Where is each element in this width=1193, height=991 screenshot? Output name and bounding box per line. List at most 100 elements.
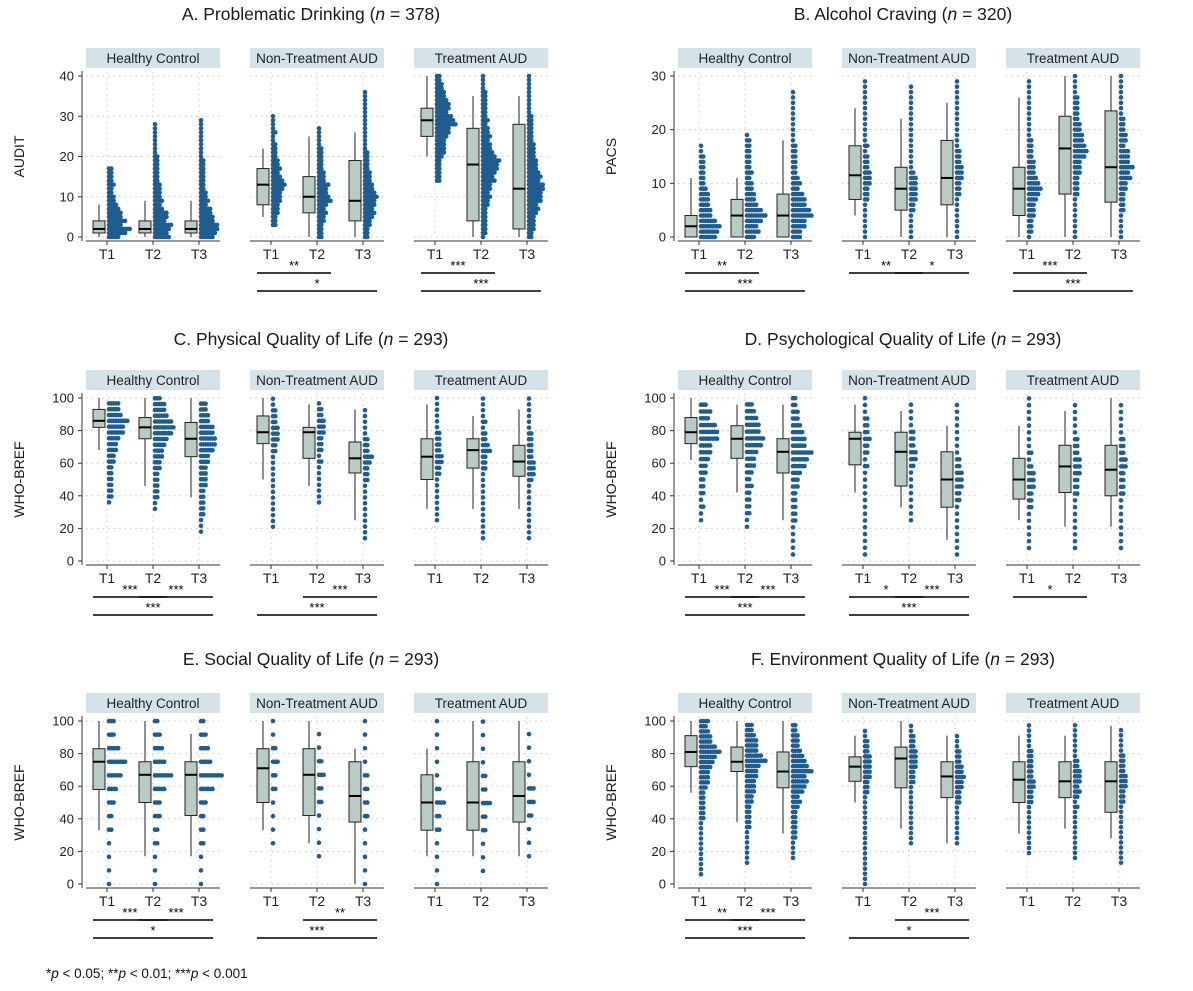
data-point [1026,423,1032,428]
data-point [485,126,490,131]
data-point [270,800,276,805]
y-tick-label: 0 [67,554,74,569]
data-point [751,463,757,468]
data-point [152,854,158,860]
data-point [437,158,442,163]
data-point [483,466,488,471]
data-point [707,734,713,739]
chart-title: A. Problematic Drinking (n = 378) [182,4,440,24]
data-point [325,182,331,187]
significance-label: * [314,276,319,291]
data-point [795,416,800,421]
data-point [1072,830,1078,835]
data-point [275,425,280,431]
data-point [201,158,206,163]
data-point [862,138,868,143]
footnote-text-3: < 0.001 [198,966,248,981]
data-point [862,728,868,734]
data-point [1072,416,1078,422]
data-point [747,510,752,516]
data-point [1031,213,1036,218]
data-point [210,447,215,453]
data-point [437,827,442,832]
data-point [1026,733,1032,738]
data-point [954,429,960,435]
data-point [1121,436,1126,442]
data-point [437,442,442,447]
data-point [701,164,706,170]
data-point [959,769,964,775]
data-point [531,786,536,791]
data-point [203,482,208,488]
data-point [1072,207,1078,213]
data-point [152,506,158,512]
data-point [157,459,162,465]
data-point [531,142,536,147]
data-point [316,826,322,832]
data-point [790,116,796,122]
data-point [1077,789,1082,794]
data-point [1026,89,1032,95]
data-point [166,234,172,240]
data-point [1038,186,1043,191]
data-point [793,164,798,170]
data-point [747,154,752,159]
box-iqr [940,139,954,206]
data-point [862,835,868,841]
data-point [113,447,119,453]
x-tick-label: T3 [355,893,372,909]
data-point [954,820,960,826]
data-point [744,855,750,861]
data-point [908,422,914,428]
significance-label: *** [473,276,488,291]
data-point [168,430,174,436]
data-point [913,749,918,754]
data-point [487,142,493,147]
data-point [319,158,324,163]
data-point [790,132,796,138]
data-point [954,840,960,846]
data-point [862,524,868,530]
data-point [795,409,800,415]
data-point [1029,748,1034,754]
data-point [747,804,752,809]
data-point [957,191,962,197]
data-point [712,234,718,240]
data-point [157,813,162,819]
data-point [480,483,486,489]
data-point [1118,504,1124,510]
data-point [155,158,160,163]
panel-header [1006,693,1140,713]
data-point [1121,116,1126,122]
data-point [862,545,868,550]
data-point [210,214,215,220]
data-point [1121,758,1126,764]
data-point [362,506,368,512]
data-point [118,412,123,418]
data-point [751,789,757,794]
box-iqr [184,761,198,817]
data-point [1077,464,1082,469]
data-point [198,523,204,529]
data-point [862,484,868,489]
data-point [115,234,121,240]
data-point [1072,423,1078,428]
data-point [526,396,532,401]
data-point [122,759,128,765]
data-point [270,827,276,832]
data-point [707,764,713,770]
data-point [957,463,962,469]
data-point [1029,143,1034,149]
data-point [1072,753,1078,759]
data-point [168,222,174,228]
data-point [797,234,803,240]
data-point [954,229,960,234]
data-point [698,511,704,516]
data-point [793,835,798,840]
data-point [125,418,130,424]
box-iqr [848,145,862,200]
data-point [439,81,444,87]
data-point [862,116,868,122]
data-point [207,210,213,216]
